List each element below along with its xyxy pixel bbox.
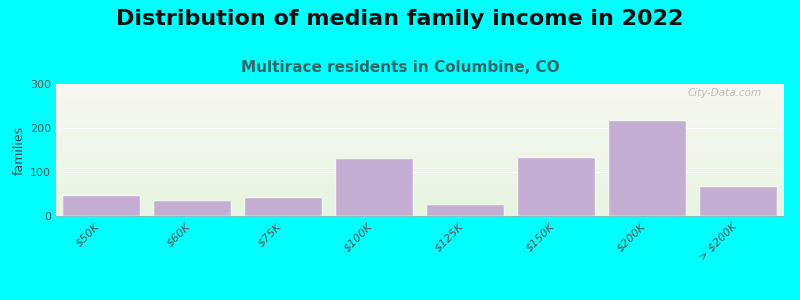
- Bar: [63, 196, 140, 216]
- Text: Distribution of median family income in 2022: Distribution of median family income in …: [116, 9, 684, 29]
- Bar: [518, 158, 595, 216]
- Bar: [154, 201, 231, 216]
- Bar: [427, 205, 504, 216]
- Text: Multirace residents in Columbine, CO: Multirace residents in Columbine, CO: [241, 60, 559, 75]
- Text: City-Data.com: City-Data.com: [688, 88, 762, 98]
- Bar: [700, 188, 777, 216]
- Bar: [336, 159, 413, 216]
- Bar: [609, 122, 686, 216]
- Bar: [245, 198, 322, 216]
- Y-axis label: families: families: [13, 125, 26, 175]
